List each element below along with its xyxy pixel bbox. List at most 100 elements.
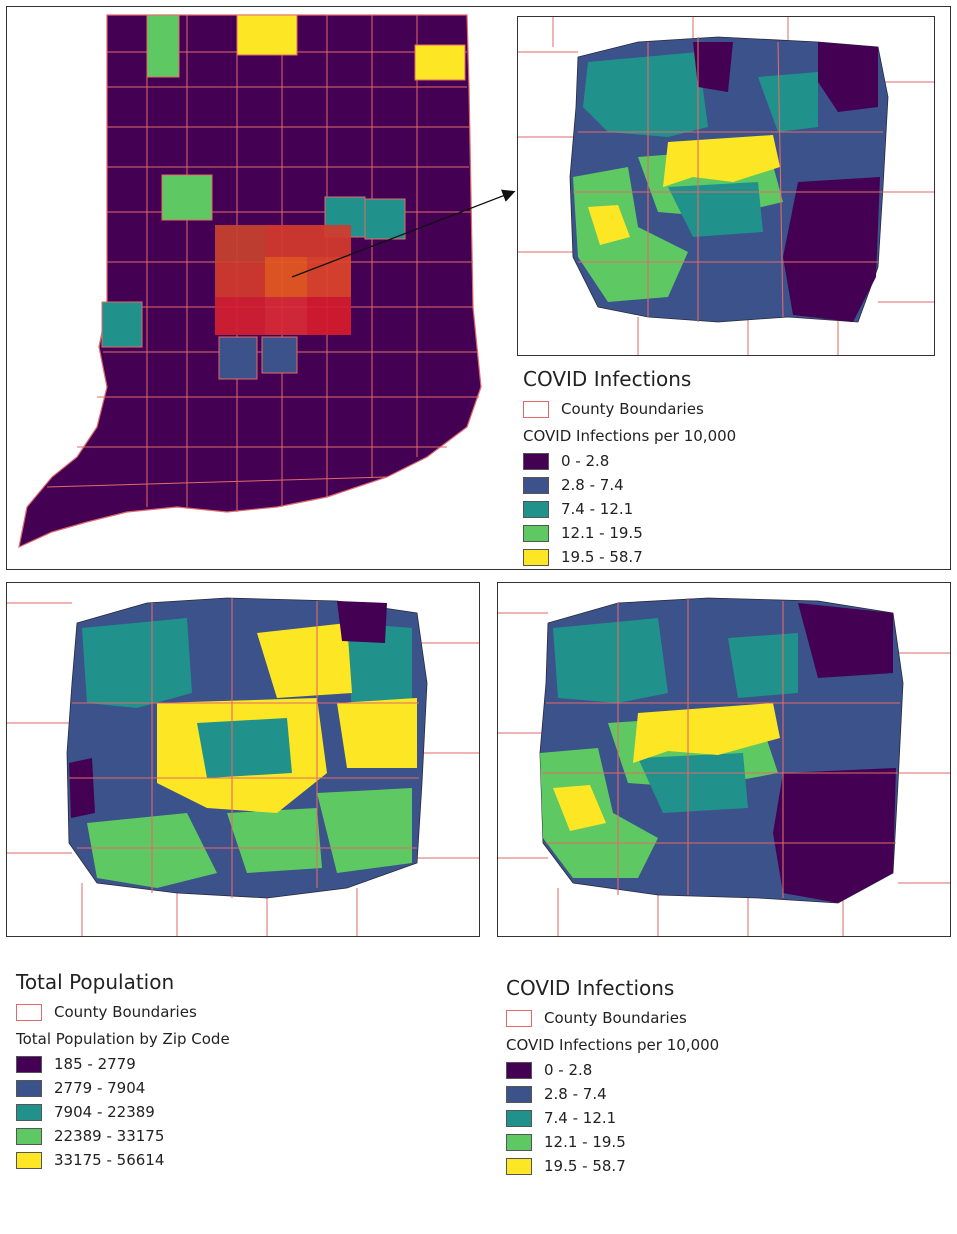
county-blue-south-1 [218, 336, 258, 380]
population-green-southeast [317, 788, 412, 873]
county-teal-west [101, 301, 143, 348]
inset-zoom-map-svg [518, 17, 934, 355]
legend-classes: 0 - 2.8 2.8 - 7.4 7.4 - 12.1 12.1 - 19.5… [523, 449, 736, 569]
inset-teal-north [583, 52, 708, 137]
color-swatch [506, 1061, 532, 1079]
inset-teal-center [668, 182, 763, 237]
infection-map-bottom-svg [498, 597, 950, 936]
legend-class-row: 2779 - 7904 [16, 1076, 230, 1100]
legend-subtitle: COVID Infections per 10,000 [523, 427, 737, 445]
color-swatch [523, 500, 549, 518]
color-swatch [523, 476, 549, 494]
legend-boundary-row: County Boundaries [506, 1006, 719, 1030]
population-map-svg [7, 597, 479, 936]
class-label: 185 - 2779 [54, 1055, 136, 1073]
legend-class-row: 22389 - 33175 [16, 1124, 230, 1148]
county-teal-east-2 [364, 198, 406, 240]
boundary-label: County Boundaries [561, 400, 704, 418]
legend-class-row: 33175 - 56614 [16, 1148, 230, 1172]
class-label: 7.4 - 12.1 [561, 500, 634, 518]
boundary-label: County Boundaries [54, 1003, 197, 1021]
county-green-north [146, 14, 180, 78]
legend-subtitle: COVID Infections per 10,000 [506, 1036, 720, 1054]
legend-class-row: 12.1 - 19.5 [523, 521, 736, 545]
inset-teal-northeast [758, 72, 818, 132]
inset-purple-north [693, 42, 733, 92]
class-label: 33175 - 56614 [54, 1151, 165, 1169]
infection-purple-east [773, 768, 896, 903]
population-inner-county-lines [69, 598, 419, 898]
top-infection-legend: COVID Infections County Boundaries COVID… [523, 367, 736, 569]
color-swatch [506, 1109, 532, 1127]
legend-classes: 185 - 2779 2779 - 7904 7904 - 22389 2238… [16, 1052, 230, 1172]
legend-class-row: 7904 - 22389 [16, 1100, 230, 1124]
population-purple-west [69, 758, 95, 818]
class-label: 2779 - 7904 [54, 1079, 146, 1097]
class-label: 0 - 2.8 [561, 452, 610, 470]
class-label: 12.1 - 19.5 [544, 1133, 626, 1151]
infection-legend-bottom: COVID Infections County Boundaries COVID… [506, 976, 719, 1178]
population-outer-county-lines [7, 602, 479, 936]
color-swatch [16, 1151, 42, 1169]
population-teal-northeast [347, 623, 412, 723]
population-teal-northwest [82, 618, 192, 708]
inset-green-west [573, 167, 688, 302]
legend-boundary-row: County Boundaries [16, 1000, 230, 1024]
legend-class-row: 19.5 - 58.7 [523, 545, 736, 569]
county-green-central [161, 174, 213, 221]
class-label: 7.4 - 12.1 [544, 1109, 617, 1127]
inset-purple-northeast [818, 42, 878, 112]
class-label: 0 - 2.8 [544, 1061, 593, 1079]
boundary-swatch [16, 1003, 42, 1021]
class-label: 19.5 - 58.7 [561, 548, 643, 566]
inset-zoom-map [517, 16, 935, 356]
population-map-panel [6, 582, 480, 937]
county-yellow-north [236, 14, 298, 56]
legend-title: Total Population [16, 970, 175, 994]
county-yellow-northeast [414, 44, 466, 81]
inset-inner-county-lines [573, 37, 883, 322]
class-label: 7904 - 22389 [54, 1103, 155, 1121]
legend-class-row: 2.8 - 7.4 [506, 1082, 719, 1106]
color-swatch [506, 1157, 532, 1175]
color-swatch [16, 1055, 42, 1073]
boundary-swatch [523, 400, 549, 418]
color-swatch [523, 548, 549, 566]
legend-title: COVID Infections [523, 367, 692, 391]
infection-inner-county-lines [542, 598, 900, 898]
color-swatch [506, 1085, 532, 1103]
infection-teal-northeast [728, 633, 798, 698]
county-blue-south-2 [261, 336, 298, 374]
color-swatch [506, 1133, 532, 1151]
inset-yellow-west [588, 205, 630, 245]
legend-class-row: 0 - 2.8 [506, 1058, 719, 1082]
legend-class-row: 19.5 - 58.7 [506, 1154, 719, 1178]
infection-teal-north [553, 618, 668, 703]
population-legend: Total Population County Boundaries Total… [16, 970, 230, 1172]
indiana-state-map [18, 14, 482, 549]
legend-subtitle: Total Population by Zip Code [16, 1030, 230, 1048]
boundary-swatch [506, 1009, 532, 1027]
color-swatch [523, 452, 549, 470]
legend-class-row: 12.1 - 19.5 [506, 1130, 719, 1154]
color-swatch [16, 1127, 42, 1145]
legend-classes: 0 - 2.8 2.8 - 7.4 7.4 - 12.1 12.1 - 19.5… [506, 1058, 719, 1178]
inset-yellow-core [663, 135, 780, 187]
class-label: 22389 - 33175 [54, 1127, 165, 1145]
population-purple-north [337, 601, 387, 643]
legend-class-row: 7.4 - 12.1 [523, 497, 736, 521]
infection-map-panel-bottom [497, 582, 951, 937]
legend-class-row: 185 - 2779 [16, 1052, 230, 1076]
legend-title: COVID Infections [506, 976, 675, 1000]
legend-class-row: 0 - 2.8 [523, 449, 736, 473]
population-teal-center [197, 718, 292, 778]
infection-purple-northeast [798, 603, 893, 678]
color-swatch [16, 1103, 42, 1121]
boundary-label: County Boundaries [544, 1009, 687, 1027]
color-swatch [523, 524, 549, 542]
infection-yellow-west [553, 785, 606, 831]
infection-yellow-core [633, 703, 780, 763]
inset-purple-east [783, 177, 880, 322]
top-map-panel: COVID Infections County Boundaries COVID… [6, 6, 951, 570]
class-label: 2.8 - 7.4 [561, 476, 624, 494]
